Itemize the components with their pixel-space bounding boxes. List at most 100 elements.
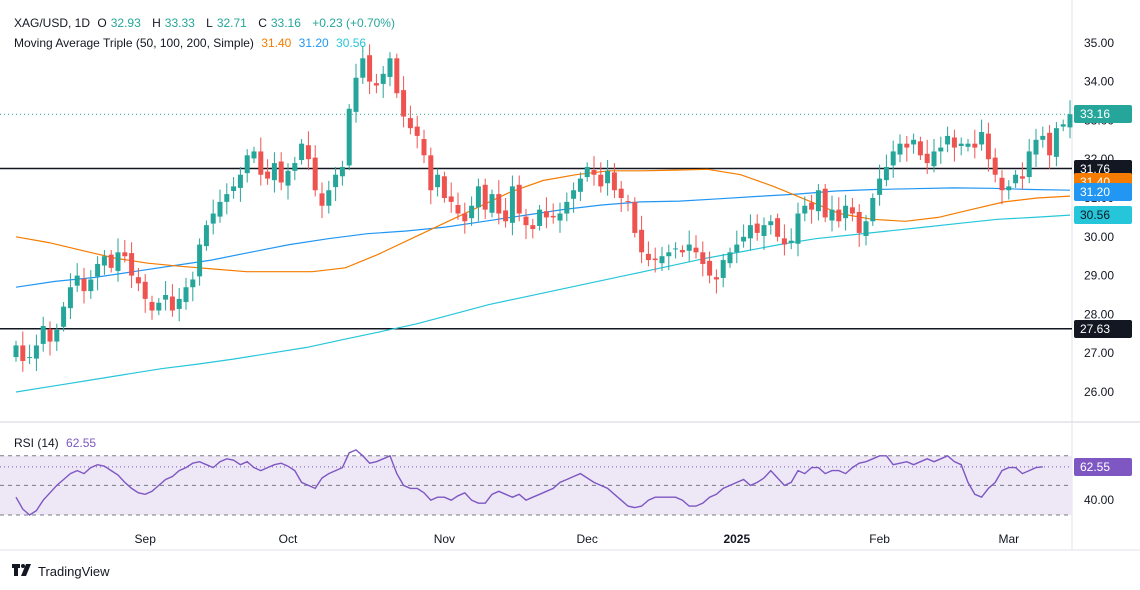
candle-body — [870, 198, 876, 222]
candle-body — [605, 170, 611, 184]
candle-body — [911, 139, 917, 145]
candle-body — [312, 157, 318, 191]
candle-body — [632, 201, 638, 233]
price-tick-label: 29.00 — [1084, 269, 1114, 283]
candle-body — [645, 253, 651, 261]
candle-body — [149, 301, 155, 311]
candle-body — [421, 139, 427, 156]
candle-body — [890, 151, 896, 166]
price-tick-label: 30.00 — [1084, 230, 1114, 244]
time-tick-label: Mar — [998, 532, 1019, 546]
candle-body — [414, 126, 420, 136]
high-label: H 33.33 — [152, 16, 199, 30]
candle-body — [802, 205, 808, 214]
candle-body — [775, 218, 781, 237]
tradingview-logo[interactable]: TradingView — [12, 563, 110, 579]
candle-body — [591, 170, 597, 175]
candle-body — [815, 190, 821, 212]
candle-body — [1033, 139, 1039, 155]
ma100-value: 31.20 — [298, 36, 329, 50]
candle-body — [856, 211, 862, 233]
candle-body — [292, 163, 298, 171]
close-key: C — [258, 16, 267, 30]
candle-body — [700, 252, 706, 264]
candle-body — [373, 83, 379, 86]
candle-body — [333, 174, 339, 188]
candle-body — [142, 281, 148, 299]
candle-body — [455, 204, 461, 214]
tradingview-logo-icon — [12, 563, 34, 579]
time-tick-label: 2025 — [723, 532, 750, 546]
candle-body — [557, 213, 563, 221]
candle-body — [1047, 132, 1053, 156]
candle-body — [727, 252, 733, 264]
candle-body — [883, 166, 889, 181]
candle-body — [795, 213, 801, 244]
candle-body — [353, 77, 359, 112]
candle-body — [237, 174, 243, 188]
candle-body — [74, 275, 80, 286]
candle-body — [1067, 114, 1073, 128]
ma-title: Moving Average Triple (50, 100, 200, Sim… — [14, 36, 254, 50]
high-key: H — [152, 16, 161, 30]
candle-body — [503, 210, 509, 222]
candle-body — [843, 205, 849, 219]
candle-body — [197, 244, 203, 277]
candle-body — [686, 244, 692, 251]
candle-body — [271, 163, 277, 181]
candle-body — [156, 302, 162, 311]
candle-body — [115, 252, 121, 271]
level-low-badge: 27.63 — [1074, 319, 1132, 338]
candle-body — [380, 73, 386, 84]
close-label: C 33.16 — [258, 16, 305, 30]
candle-body — [707, 260, 713, 276]
candle-body — [441, 176, 447, 198]
candle-body — [625, 201, 631, 203]
candle-body — [305, 145, 311, 160]
candle-body — [584, 166, 590, 178]
low-value: 32.71 — [216, 16, 247, 30]
candle-body — [299, 143, 305, 160]
candle-body — [1019, 176, 1025, 179]
candle-body — [1013, 174, 1019, 184]
candle-body — [931, 151, 937, 167]
ohlc-header: XAG/USD, 1D O 32.93 H 33.33 L 32.71 C 33.16 … — [14, 16, 399, 30]
candle-body — [265, 171, 271, 179]
candle-body — [469, 205, 475, 219]
candle-body — [979, 132, 985, 145]
candle-body — [47, 329, 53, 342]
candle-body — [516, 184, 522, 214]
candle-body — [448, 196, 454, 202]
candle-body — [788, 240, 794, 244]
candle-body — [951, 137, 957, 148]
ma100-line — [15, 187, 1071, 288]
candle-body — [435, 174, 441, 188]
close-value: 33.16 — [270, 16, 301, 30]
candle-body — [965, 143, 971, 147]
rsi-badge: 62.55 — [1074, 457, 1132, 476]
candle-body — [809, 202, 815, 210]
candle-body — [693, 247, 699, 253]
candle-body — [210, 213, 216, 224]
candle-body — [244, 155, 250, 174]
ma200-value: 30.56 — [336, 36, 367, 50]
candle-body — [129, 253, 135, 276]
candle-body — [530, 225, 536, 230]
candle-body — [224, 194, 230, 202]
rsi-tick-label: 40.00 — [1084, 493, 1114, 507]
candle-body — [747, 225, 753, 239]
low-key: L — [206, 16, 213, 30]
candle-body — [713, 277, 719, 280]
candle-body — [169, 296, 175, 311]
candle-body — [163, 295, 169, 300]
ma200-line — [15, 214, 1071, 393]
candle-body — [877, 178, 883, 195]
time-tick-label: Nov — [434, 532, 455, 546]
candle-body — [863, 221, 869, 237]
ma100-badge: 31.20 — [1074, 183, 1132, 202]
candle-body — [972, 143, 978, 148]
candle-body — [367, 55, 373, 82]
candle-body — [679, 249, 685, 253]
candle-body — [190, 279, 196, 288]
